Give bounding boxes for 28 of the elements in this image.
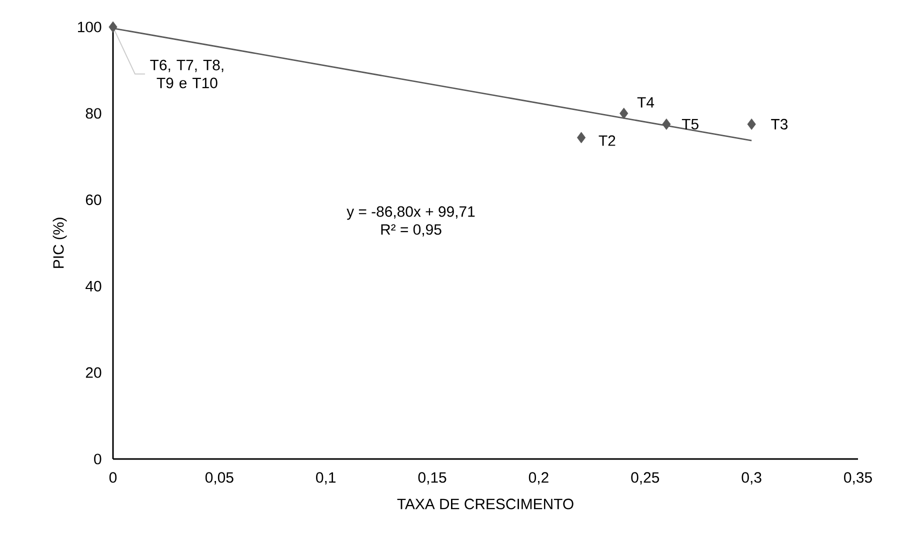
- annotation: T4: [637, 97, 654, 108]
- x-axis-title: TAXA DE CRESCIMENTO: [397, 498, 574, 510]
- point: [576, 132, 586, 144]
- annotation: T6, T7, T8, T9 e T10: [150, 60, 224, 88]
- y-axis-title: PIC (%): [52, 218, 67, 268]
- x-tick-label: 0,15: [418, 472, 446, 485]
- y-tick-label: 40: [86, 280, 102, 292]
- x-tick-label: 0,25: [631, 472, 660, 485]
- y-tick-label: 100: [78, 22, 102, 32]
- annotation: T3: [771, 118, 788, 130]
- x-tick-label: 0,05: [205, 472, 234, 485]
- annotation: T2: [598, 135, 616, 146]
- y-tick-label: 0: [94, 454, 102, 464]
- point: [747, 118, 756, 130]
- x-tick-label: 0: [109, 472, 117, 483]
- annotation: T5: [682, 118, 698, 130]
- annotation: R² = 0,95: [381, 224, 442, 237]
- x-tick-label: 0,2: [528, 472, 548, 485]
- annotation: y = -86,80x + 99,71: [346, 206, 475, 220]
- y-tick-label: 60: [86, 194, 102, 206]
- x-tick-label: 0,3: [742, 472, 762, 485]
- x-tick-label: 0,1: [316, 472, 336, 485]
- point: [108, 21, 118, 33]
- y-tick-label: 20: [86, 367, 102, 378]
- x-tick-label: 0,35: [844, 472, 872, 485]
- y-tick-label: 80: [86, 108, 102, 119]
- point: [620, 108, 628, 120]
- point: [662, 118, 671, 130]
